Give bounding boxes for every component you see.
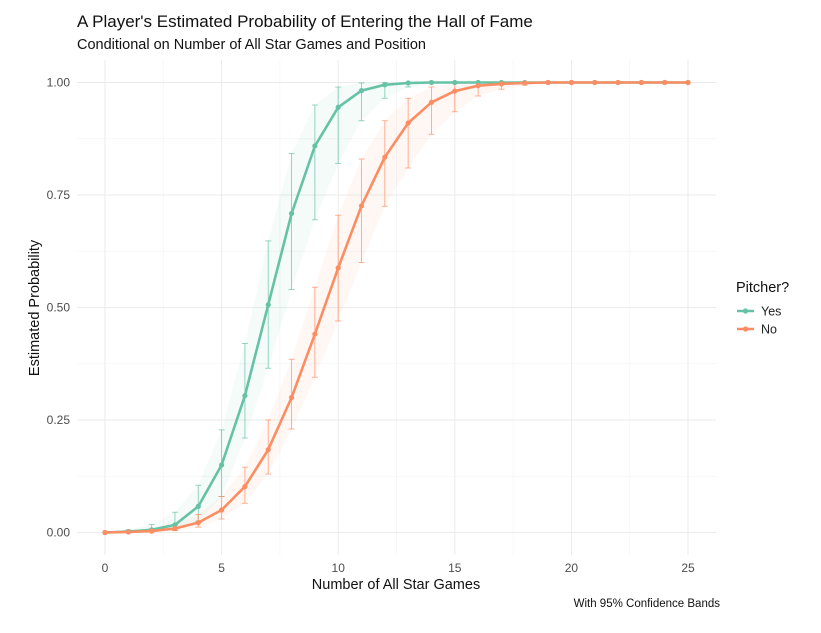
data-point-no bbox=[685, 79, 691, 86]
legend-label-yes: Yes bbox=[761, 305, 781, 319]
y-tick-label: 1.00 bbox=[47, 76, 71, 90]
data-point-no bbox=[568, 79, 575, 86]
confidence-band-yes bbox=[105, 82, 688, 533]
y-tick-label: 0.25 bbox=[47, 413, 71, 427]
data-point-yes bbox=[172, 522, 178, 528]
chart-subtitle: Conditional on Number of All Star Games … bbox=[77, 37, 426, 53]
data-point-no bbox=[172, 525, 178, 532]
legend-label-no: No bbox=[761, 323, 777, 337]
data-point-yes bbox=[358, 88, 365, 94]
legend-title: Pitcher? bbox=[736, 280, 789, 296]
data-point-no bbox=[265, 447, 271, 453]
x-tick-label: 20 bbox=[565, 561, 579, 575]
x-axis-ticks: 0 5 10 15 20 25 bbox=[102, 561, 695, 575]
legend-items: Yes No bbox=[737, 305, 781, 337]
y-tick-label: 0.75 bbox=[47, 188, 71, 202]
x-axis-title: Number of All Star Games bbox=[312, 577, 480, 593]
data-point-yes bbox=[288, 210, 295, 217]
data-point-no bbox=[498, 81, 505, 87]
series-points bbox=[102, 79, 691, 536]
data-point-no bbox=[545, 79, 551, 86]
data-point-no bbox=[312, 331, 318, 337]
series-line-no bbox=[104, 81, 688, 534]
y-axis-title: Estimated Probability bbox=[27, 239, 43, 376]
legend: Pitcher? Yes No bbox=[736, 280, 789, 337]
y-axis-ticks: 0.00 0.25 0.50 0.75 1.00 bbox=[47, 76, 71, 540]
data-point-no bbox=[102, 529, 108, 536]
x-tick-label: 25 bbox=[681, 561, 695, 575]
series-lines bbox=[104, 81, 688, 534]
data-point-no bbox=[358, 203, 365, 209]
legend-key-point-yes bbox=[742, 308, 749, 314]
data-point-no bbox=[125, 529, 131, 535]
chart-caption: With 95% Confidence Bands bbox=[574, 598, 721, 610]
data-point-no bbox=[615, 79, 621, 86]
data-point-yes bbox=[242, 393, 248, 399]
data-point-no bbox=[149, 528, 155, 534]
data-point-no bbox=[335, 265, 341, 271]
data-point-no bbox=[405, 120, 411, 126]
data-point-yes bbox=[218, 462, 225, 468]
data-point-no bbox=[382, 154, 388, 160]
y-tick-label: 0.00 bbox=[47, 526, 71, 540]
chart-title: A Player's Estimated Probability of Ente… bbox=[77, 12, 533, 31]
data-point-yes bbox=[382, 82, 388, 88]
data-point-yes bbox=[312, 143, 318, 149]
data-point-no bbox=[475, 83, 481, 89]
data-point-yes bbox=[265, 302, 271, 308]
confidence-bands bbox=[105, 82, 688, 533]
data-point-yes bbox=[335, 104, 341, 110]
x-tick-label: 10 bbox=[332, 561, 346, 575]
data-point-no bbox=[522, 80, 528, 86]
legend-key-point-no bbox=[742, 326, 749, 332]
data-point-yes bbox=[452, 79, 458, 86]
data-point-no bbox=[288, 394, 295, 401]
data-point-no bbox=[218, 507, 225, 513]
data-point-yes bbox=[195, 503, 201, 509]
data-point-no bbox=[592, 79, 598, 86]
data-point-no bbox=[452, 88, 458, 94]
x-tick-label: 15 bbox=[448, 561, 462, 575]
data-point-no bbox=[428, 99, 435, 105]
confidence-band-no bbox=[105, 82, 688, 533]
y-tick-label: 0.50 bbox=[47, 301, 71, 315]
data-point-no bbox=[195, 520, 201, 526]
data-point-yes bbox=[428, 79, 435, 86]
x-tick-label: 5 bbox=[218, 561, 225, 575]
data-point-yes bbox=[405, 80, 411, 86]
data-point-no bbox=[662, 79, 668, 86]
data-point-no bbox=[242, 484, 248, 490]
x-tick-label: 0 bbox=[102, 561, 109, 575]
data-point-no bbox=[638, 79, 644, 86]
